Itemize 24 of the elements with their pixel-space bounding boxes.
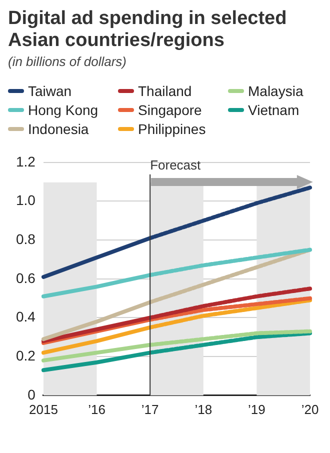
chart-title: Digital ad spending in selected Asian countries/regions — [8, 8, 288, 52]
chart-subtitle: (in billions of dollars) — [8, 54, 128, 69]
x-tick-label: ’17 — [141, 402, 159, 417]
legend-label: Malaysia — [248, 82, 304, 98]
y-tick-label: 0 — [28, 386, 36, 402]
legend-label: Thailand — [138, 82, 192, 98]
x-tick-label: ’20 — [301, 402, 319, 417]
x-tick-label: ’16 — [88, 402, 106, 417]
legend-label: Hong Kong — [28, 102, 98, 118]
legend-label: Indonesia — [28, 120, 89, 136]
legend-label: Taiwan — [28, 82, 72, 98]
legend-label: Vietnam — [248, 102, 300, 118]
ref-line-label: Forecast — [150, 157, 202, 172]
x-tick-label: 2015 — [29, 402, 58, 417]
y-tick-label: 0.2 — [16, 347, 36, 364]
legend-label: Philippines — [138, 120, 206, 136]
x-tick-label: ’19 — [248, 402, 266, 417]
y-tick-label: 0.6 — [16, 270, 36, 286]
y-tick-label: 1.0 — [16, 192, 36, 208]
x-tick-label: ’18 — [194, 402, 212, 417]
y-tick-label: 1.2 — [16, 153, 36, 170]
y-tick-label: 0.4 — [16, 308, 36, 325]
y-tick-label: 0.8 — [16, 230, 36, 247]
legend-label: Singapore — [138, 102, 202, 118]
